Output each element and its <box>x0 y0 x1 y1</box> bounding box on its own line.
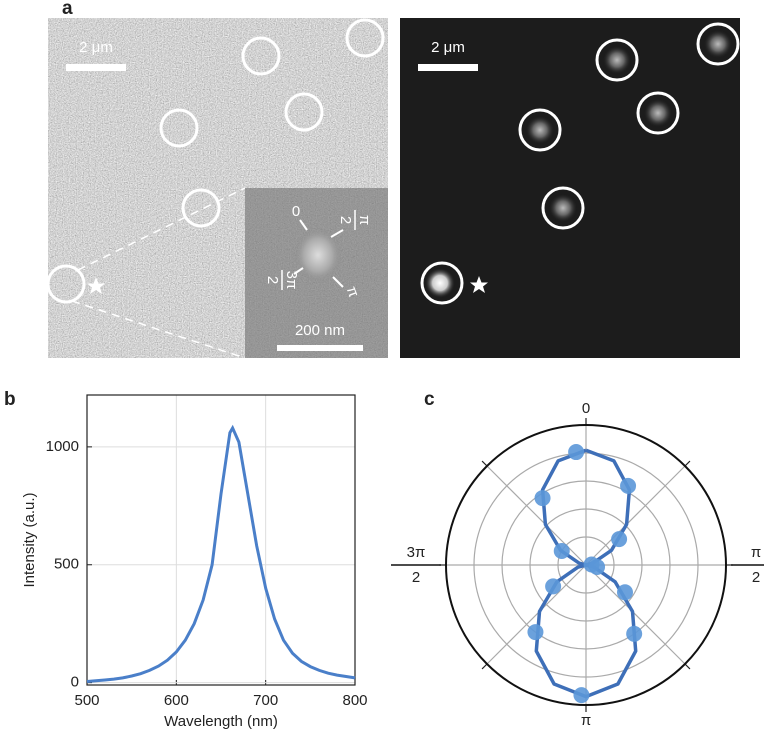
scale-bar-label: 2 μm <box>79 39 113 56</box>
polar-chart: 0 π 2 π 3π 2 <box>391 400 764 729</box>
spots <box>425 30 732 298</box>
x-axis-label: Wavelength (nm) <box>164 713 278 730</box>
zoom-line <box>77 187 246 271</box>
data-point <box>568 444 585 461</box>
data-point <box>616 584 633 601</box>
data-point <box>573 687 590 704</box>
theta-grid <box>486 465 587 566</box>
star <box>87 277 105 294</box>
panel-label: c <box>424 389 435 410</box>
data-point <box>620 477 637 494</box>
y-tick-label: 0 <box>71 674 79 691</box>
x-tick-label: 600 <box>164 692 189 709</box>
data-point <box>527 624 544 641</box>
panel-label: a <box>62 0 73 19</box>
inset-scale-bar <box>277 345 363 351</box>
theta-tick-label: 0 <box>582 400 590 417</box>
fraction-denominator: 2 <box>337 216 354 224</box>
theta-tick <box>481 460 488 467</box>
fraction-denominator: 2 <box>412 569 420 586</box>
star <box>470 276 488 293</box>
theta-tick-label: π <box>581 712 591 729</box>
scale-bar-label: 2 μm <box>431 39 465 56</box>
outer-circle <box>445 424 727 706</box>
fraction-denominator: 2 <box>752 569 760 586</box>
theta-grid <box>585 465 686 566</box>
data-point <box>611 531 628 548</box>
scale-bar <box>418 64 478 71</box>
y-tick-label: 1000 <box>46 438 79 455</box>
spectrum-line <box>86 424 356 683</box>
plot-frame <box>86 394 356 686</box>
inset-scale-label: 200 nm <box>295 322 345 339</box>
fluorescence-image: 2 μm <box>400 18 740 358</box>
sem-circles <box>46 18 385 304</box>
fraction-denominator: 2 <box>264 276 281 284</box>
fraction-numerator: 3π <box>407 544 426 561</box>
x-tick-label: 700 <box>253 692 278 709</box>
fraction-numerator: π <box>356 215 373 225</box>
theta-tick <box>684 460 691 467</box>
fl-circles <box>420 22 740 305</box>
zoom-line <box>71 300 246 359</box>
data-point <box>553 543 570 559</box>
data-point <box>545 578 562 595</box>
fraction-numerator: π <box>751 544 761 561</box>
y-axis-label: Intensity (a.u.) <box>21 492 38 587</box>
inset-angle-fraction: π2 <box>337 210 373 230</box>
scale-bar <box>66 64 126 71</box>
nanoparticle <box>294 227 342 283</box>
data-point <box>534 490 551 507</box>
theta-tick <box>481 663 488 670</box>
y-tick-label: 500 <box>54 556 79 573</box>
data-point <box>626 625 643 642</box>
inset-angle-fraction: 3π2 <box>264 270 300 290</box>
fraction-numerator: 3π <box>283 271 300 290</box>
x-tick-label: 800 <box>342 692 367 709</box>
theta-grid <box>486 564 587 665</box>
theta-grid <box>585 564 686 665</box>
inset-axes <box>293 219 344 288</box>
inset-angle-label: 0 <box>292 203 300 220</box>
theta-tick <box>684 663 691 670</box>
panel-label: b <box>4 389 16 410</box>
x-tick-label: 500 <box>74 692 99 709</box>
data-point <box>589 558 606 575</box>
